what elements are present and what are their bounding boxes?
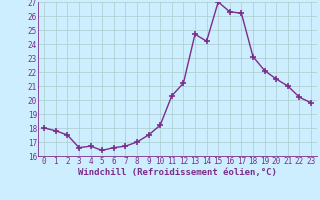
X-axis label: Windchill (Refroidissement éolien,°C): Windchill (Refroidissement éolien,°C) bbox=[78, 168, 277, 177]
